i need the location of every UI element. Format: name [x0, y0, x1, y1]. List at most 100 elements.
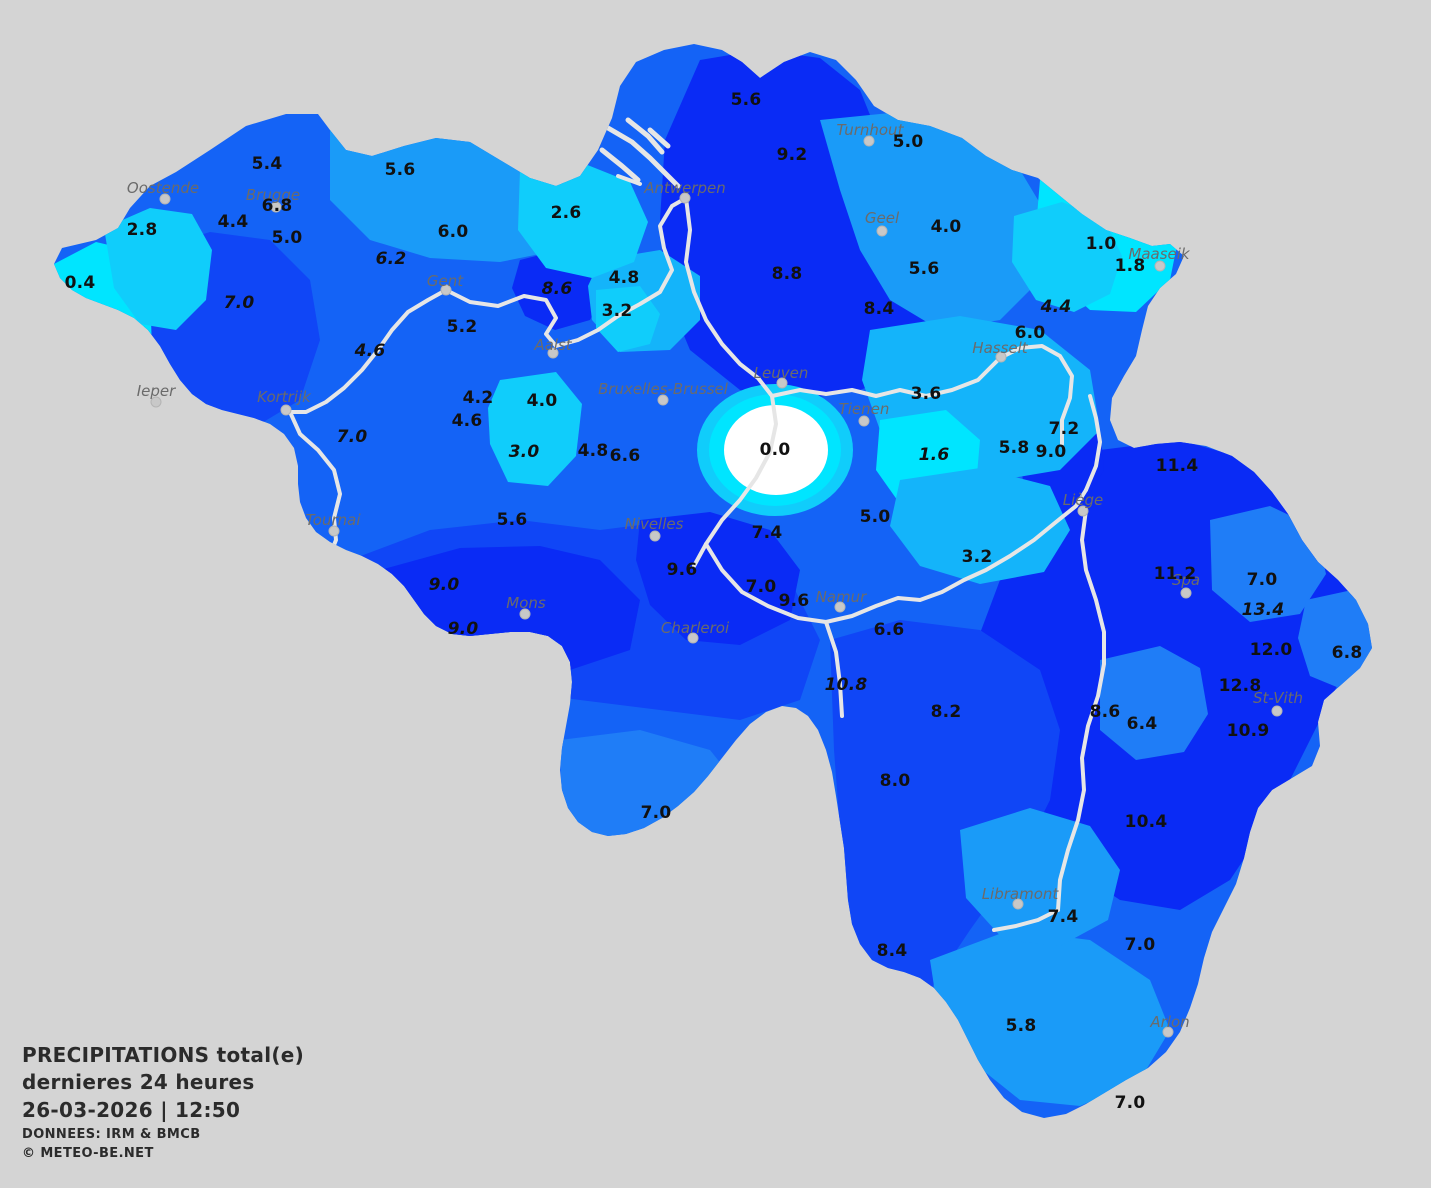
precipitation-value: 5.6 — [384, 160, 416, 180]
precipitation-value: 6.0 — [1014, 323, 1046, 343]
city-label: Brugge — [245, 186, 301, 204]
band-marche-light — [1100, 646, 1208, 760]
precipitation-value: 4.8 — [608, 268, 640, 288]
city-label: St-Vith — [1252, 689, 1304, 707]
precipitation-value: 12.8 — [1218, 676, 1262, 696]
precipitation-value: 10.9 — [1226, 721, 1270, 741]
precipitation-value: 9.6 — [778, 591, 810, 611]
precipitation-value: 5.6 — [496, 510, 528, 530]
precipitation-value: 8.8 — [771, 264, 803, 284]
precipitation-value: 1.6 — [918, 445, 950, 465]
precipitation-value: 9.0 — [1035, 442, 1067, 462]
precipitation-value: 5.8 — [998, 438, 1030, 458]
city-marker-dot — [1162, 1026, 1174, 1038]
city-marker-dot — [834, 601, 846, 613]
precipitation-value: 6.6 — [609, 446, 641, 466]
precipitation-value: 6.2 — [375, 249, 407, 269]
city-marker-dot — [649, 530, 661, 542]
precipitation-value: 7.0 — [640, 803, 672, 823]
city-label: Maaseik — [1128, 245, 1190, 263]
precipitation-value: 7.0 — [223, 293, 255, 313]
precipitation-value: 11.2 — [1153, 564, 1197, 584]
rivers-and-borders — [288, 117, 1106, 932]
precipitation-value: 5.6 — [730, 90, 762, 110]
band-maasland-edge — [1012, 202, 1122, 312]
city-label: Charleroi — [660, 619, 730, 637]
city-marker-dot — [1154, 260, 1166, 272]
precipitation-value: 9.2 — [776, 145, 808, 165]
caption-source: DONNEES: IRM & BMCB — [22, 1127, 201, 1142]
city-label: Leuven — [753, 364, 809, 382]
city-label: Tienen — [838, 400, 890, 418]
caption-datetime: 26-03-2026 | 12:50 — [22, 1098, 241, 1122]
precipitation-value: 5.0 — [859, 507, 891, 527]
precipitation-value: 9.0 — [447, 619, 479, 639]
caption-period: dernieres 24 heures — [22, 1070, 255, 1094]
city-marker-dot — [159, 193, 171, 205]
precipitation-value: 5.6 — [908, 259, 940, 279]
band-nivelles-core — [636, 512, 800, 645]
city-marker-dot — [547, 347, 559, 359]
band-hesbaye — [890, 468, 1070, 584]
band-pajottenland — [488, 372, 582, 486]
city-marker-dot — [1271, 705, 1283, 717]
precipitation-value: 4.4 — [1040, 297, 1072, 317]
precipitation-value: 6.0 — [437, 222, 469, 242]
city-label: Libramont — [981, 885, 1059, 903]
precipitation-value: 0.0 — [759, 440, 791, 460]
band-libramont-light — [960, 808, 1120, 946]
precipitation-value: 6.8 — [1331, 643, 1363, 663]
precipitation-value: 7.2 — [1048, 419, 1080, 439]
precipitation-value: 2.8 — [126, 220, 158, 240]
precipitation-value: 10.8 — [824, 675, 868, 695]
city-marker-dot — [776, 377, 788, 389]
precipitation-value: 0.4 — [64, 273, 96, 293]
precipitation-value: 4.4 — [217, 212, 249, 232]
precipitation-value: 9.6 — [666, 560, 698, 580]
city-label: Spa — [1171, 571, 1201, 589]
caption-copyright: © METEO-BE.NET — [22, 1146, 154, 1161]
city-label: Kortrijk — [257, 388, 311, 406]
city-marker-dot — [995, 351, 1007, 363]
precipitation-value: 8.0 — [879, 771, 911, 791]
precipitation-value: 7.0 — [1114, 1093, 1146, 1113]
city-label: Gent — [426, 272, 464, 290]
city-marker-dot — [280, 404, 292, 416]
city-marker-dot — [687, 632, 699, 644]
precipitation-value: 4.8 — [577, 441, 609, 461]
precipitation-value: 5.4 — [251, 154, 283, 174]
city-label: Antwerpen — [644, 179, 726, 197]
precipitation-value: 1.0 — [1085, 234, 1117, 254]
precipitation-value: 4.0 — [526, 391, 558, 411]
city-label: Hasselt — [972, 339, 1028, 357]
city-label: Oostende — [126, 179, 200, 197]
precipitation-value: 9.0 — [428, 575, 460, 595]
zero-core — [724, 405, 828, 495]
city-marker-dot — [440, 284, 452, 296]
precipitation-value: 8.2 — [930, 702, 962, 722]
precipitation-value: 10.4 — [1124, 812, 1168, 832]
precipitation-value: 8.6 — [541, 279, 573, 299]
city-marker-dot — [1180, 587, 1192, 599]
precipitation-value: 4.2 — [462, 388, 494, 408]
precipitation-value: 8.6 — [1089, 702, 1121, 722]
city-label: Turnhout — [836, 121, 904, 139]
precipitation-value: 11.4 — [1155, 456, 1199, 476]
precipitation-value: 3.6 — [910, 384, 942, 404]
city-label: Mons — [506, 594, 546, 612]
band-gaume — [930, 930, 1170, 1106]
city-label: Geel — [864, 209, 900, 227]
city-marker-dot — [657, 394, 669, 406]
city-label: Arlon — [1150, 1013, 1190, 1031]
caption-title: PRECIPITATIONS total(e) — [22, 1043, 305, 1067]
precipitation-value: 2.6 — [550, 203, 582, 223]
city-marker-dot — [519, 608, 531, 620]
map-caption: PRECIPITATIONS total(e) dernieres 24 heu… — [22, 1042, 304, 1163]
city-marker-dot — [1077, 505, 1089, 517]
city-marker-dot — [863, 135, 875, 147]
precipitation-value: 7.4 — [1047, 907, 1079, 927]
city-label: Namur — [815, 588, 867, 606]
band-kempen-east — [820, 112, 1050, 330]
precipitation-value: 6.8 — [261, 196, 293, 216]
